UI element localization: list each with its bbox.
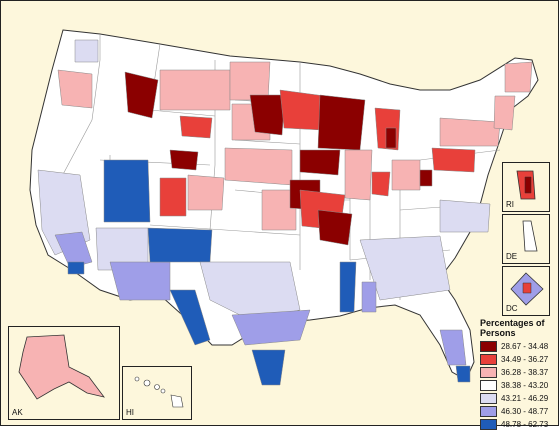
legend-swatch (480, 419, 497, 430)
inset-rhode-island: RI (502, 162, 550, 212)
legend-title: Percentages of Persons (480, 318, 556, 338)
alaska-label: AK (12, 408, 23, 417)
region-ne-pink-coast (494, 96, 515, 130)
region-nm-darkblue (148, 228, 212, 262)
legend-swatch (480, 341, 497, 352)
region-tx-blue (232, 310, 310, 345)
region-fl-darkblue (456, 366, 470, 382)
hawaii-label: HI (126, 408, 134, 417)
legend-label: 34.49 - 36.27 (501, 355, 548, 364)
legend-item: 43.21 - 46.29 (480, 392, 556, 405)
legend-items: 28.67 - 34.48 34.49 - 36.27 36.28 - 38.37 3… (480, 340, 556, 431)
region-co-pink (188, 175, 224, 210)
region-al-blue (362, 282, 376, 312)
legend-item: 38.38 - 43.20 (480, 379, 556, 392)
region-mn-red (280, 90, 325, 130)
alaska-shape (9, 327, 119, 419)
region-wy-darkred (170, 150, 198, 170)
region-az-blue (110, 262, 170, 300)
region-ut-blue (104, 160, 150, 222)
legend-label: 46.30 - 48.77 (501, 407, 548, 416)
region-wa-blue (75, 40, 98, 62)
inset-dc: DC (502, 266, 550, 316)
region-il-pink (345, 150, 372, 200)
inset-delaware: DE (502, 214, 550, 264)
delaware-label: DE (506, 252, 517, 261)
region-tx-darkblue-south (252, 350, 285, 385)
legend-label: 28.67 - 34.48 (501, 342, 548, 351)
rhode-island-label: RI (506, 200, 514, 209)
legend-swatch (480, 367, 497, 378)
legend-item: 28.67 - 34.48 (480, 340, 556, 353)
dc-label: DC (506, 304, 518, 313)
region-pa-darkred (420, 170, 432, 186)
legend-label: 38.38 - 43.20 (501, 381, 548, 390)
legend-swatch (480, 380, 497, 391)
legend-swatch (480, 406, 497, 417)
region-oh-red (372, 172, 390, 196)
region-ca-darkblue (68, 262, 84, 274)
region-me-pink (505, 62, 532, 92)
region-mt-red (180, 116, 212, 138)
region-ms-darkblue (340, 262, 356, 312)
region-mo-darkred-south (318, 210, 352, 245)
region-oh-pink (392, 160, 420, 190)
region-wa-pink (58, 70, 92, 108)
legend-label: 48.78 - 62.73 (501, 420, 548, 429)
region-ia-darkred (300, 150, 340, 175)
region-id-darkred (125, 72, 158, 118)
region-ne-pink (225, 148, 292, 185)
region-wi-darkred (318, 95, 365, 150)
legend-label: 36.28 - 38.37 (501, 368, 548, 377)
region-va-lightblue (440, 200, 490, 232)
region-pa-red (432, 148, 475, 172)
legend-item: 36.28 - 38.37 (480, 366, 556, 379)
region-ny-pink (440, 118, 500, 146)
legend-item: 46.30 - 48.77 (480, 405, 556, 418)
legend-swatch (480, 354, 497, 365)
legend-item: 34.49 - 36.27 (480, 353, 556, 366)
region-co-red (160, 178, 186, 216)
region-mt-pink (160, 70, 230, 110)
legend-label: 43.21 - 46.29 (501, 394, 548, 403)
inset-hawaii: HI (122, 366, 192, 420)
legend-item: 48.78 - 62.73 (480, 418, 556, 431)
inset-alaska: AK (8, 326, 120, 420)
legend-swatch (480, 393, 497, 404)
region-mi-darkred (386, 128, 396, 148)
region-nd-pink (230, 62, 270, 100)
legend: Percentages of Persons 28.67 - 34.48 34.4… (480, 318, 556, 431)
region-mn-darkred (250, 95, 285, 135)
region-fl-blue (440, 330, 466, 365)
